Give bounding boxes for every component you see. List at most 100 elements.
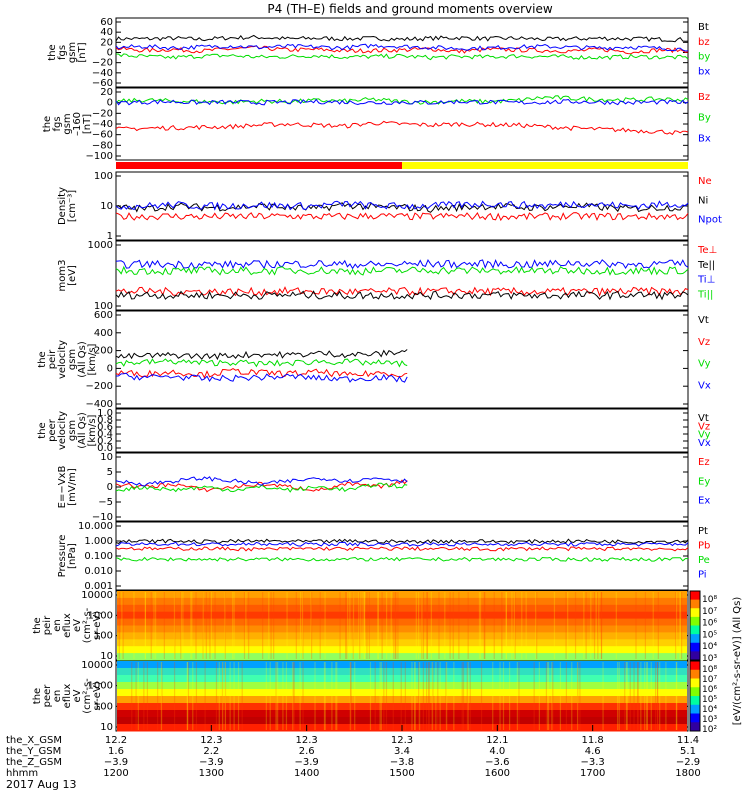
- y-tick-label: 100: [94, 301, 113, 312]
- spectrogram-streak: [397, 592, 399, 659]
- spectrogram-streak: [381, 592, 383, 659]
- spectrogram-streak: [646, 662, 648, 730]
- spectrogram-streak: [245, 592, 247, 659]
- spectrogram-streak: [417, 592, 420, 659]
- spectrogram-streak: [493, 592, 495, 659]
- spectrogram-streak: [576, 662, 579, 730]
- spectrogram-streak: [501, 592, 503, 659]
- x-tick-label: −3.9: [295, 757, 319, 768]
- series-Pb: [115, 546, 689, 552]
- spectrogram-streak: [484, 592, 486, 659]
- spectrogram-streak: [233, 592, 235, 659]
- spectrogram-streak: [492, 662, 494, 730]
- spectrogram-streak: [362, 592, 364, 659]
- colorbar-tick-label: 10³: [702, 654, 717, 664]
- y-axis-label: the: [42, 116, 53, 132]
- spectrogram-streak: [143, 662, 145, 730]
- spectrogram-streak: [421, 592, 423, 659]
- spectrogram-streak: [243, 592, 246, 659]
- legend-Vz: Vz: [698, 421, 710, 432]
- y-tick-label: −60: [92, 130, 113, 141]
- spectrogram-streak: [218, 662, 220, 730]
- spectrogram-streak: [461, 662, 463, 730]
- y-tick-label: 0.010: [84, 566, 113, 577]
- series-Ez: [115, 479, 408, 493]
- y-tick-label: 0: [107, 363, 113, 374]
- panel-5: 600 400 200 0 −200 −400 the peir velocity gsm (All…: [37, 310, 711, 410]
- legend-Vy: Vy: [698, 430, 711, 441]
- y-axis-label: peer: [42, 684, 53, 708]
- spectrogram-streak: [385, 592, 388, 659]
- spectrogram-streak: [232, 592, 234, 659]
- y-tick-label: 1000: [88, 681, 113, 692]
- spectrogram-streak: [525, 592, 527, 659]
- legend-Bz: Bz: [698, 92, 710, 103]
- spectrogram-streak: [360, 592, 362, 659]
- legend-bx: bx: [698, 66, 710, 77]
- spectrogram-streak: [679, 592, 682, 659]
- spectrogram-streak: [635, 592, 637, 659]
- spectrogram-streak: [133, 592, 135, 659]
- spectrogram-streak: [552, 662, 554, 730]
- x-tick-label: 1800: [675, 768, 700, 779]
- series-Te⊥: [115, 286, 689, 297]
- panel-frame: [115, 521, 689, 591]
- spectrogram-streak: [583, 592, 585, 659]
- spectrogram-streak: [214, 592, 216, 659]
- spectrogram-streak: [411, 662, 413, 730]
- colorbar-tick-label: 10⁸: [702, 595, 717, 605]
- spectrogram-streak: [415, 592, 417, 659]
- legend-Pe: Pe: [698, 555, 710, 566]
- spectrogram-streak: [538, 662, 540, 730]
- spectrogram-streak: [505, 592, 507, 659]
- colorbar-swatch: [690, 651, 700, 661]
- y-axis-label: the: [37, 422, 48, 438]
- spectrogram-streak: [186, 662, 189, 730]
- series-Pi: [115, 541, 689, 547]
- x-tick-label: 12.1: [486, 735, 508, 746]
- legend-Vz: Vz: [698, 337, 710, 348]
- spectrogram-streak: [453, 662, 455, 730]
- legend-by: by: [698, 52, 710, 63]
- spectrogram-band: [117, 653, 687, 661]
- x-tick-label: −3.9: [104, 757, 128, 768]
- spectrogram-streak: [602, 662, 604, 730]
- x-tick-label: 12.2: [105, 735, 127, 746]
- y-tick-label: 10.000: [78, 521, 113, 532]
- spectrogram-streak: [121, 592, 123, 659]
- y-axis-label: Density: [57, 187, 68, 225]
- legend-Vt: Vt: [698, 315, 709, 326]
- spectrogram-streak: [404, 662, 406, 730]
- spectrogram-streak: [282, 662, 284, 730]
- spectrogram-streak: [153, 592, 155, 659]
- spectrogram-streak: [675, 662, 677, 730]
- spectrogram-streak: [161, 662, 163, 730]
- spectrogram-streak: [358, 592, 360, 659]
- spectrogram-streak: [567, 592, 569, 659]
- y-axis-label: (cm²-s-: [82, 678, 93, 714]
- spectrogram-streak: [363, 592, 366, 659]
- colorbar-swatch: [690, 661, 700, 671]
- legend-Pt: Pt: [698, 526, 708, 537]
- spectrogram-streak: [469, 662, 471, 730]
- mode-bar-segment: [116, 162, 402, 169]
- mode-bar-segment: [402, 162, 688, 169]
- x-tick-label: 2.6: [299, 746, 315, 757]
- colorbar-tick-label: 10⁵: [702, 695, 717, 705]
- y-tick-label: −400: [86, 399, 113, 410]
- y-tick-label: −100: [86, 151, 113, 162]
- spectrogram-streak: [190, 592, 192, 659]
- spectrogram-streak: [551, 662, 553, 730]
- spectrogram-streak: [400, 662, 402, 730]
- legend-Ey: Ey: [698, 476, 710, 487]
- spectrogram-streak: [275, 662, 277, 730]
- spectrogram-streak: [302, 592, 304, 659]
- spectrogram-streak: [435, 662, 437, 730]
- spectrogram-streak: [385, 662, 388, 730]
- spectrogram-streak: [536, 592, 538, 659]
- spectrogram-streak: [390, 592, 392, 659]
- spectrogram-streak: [144, 592, 147, 659]
- spectrogram-streak: [210, 592, 212, 659]
